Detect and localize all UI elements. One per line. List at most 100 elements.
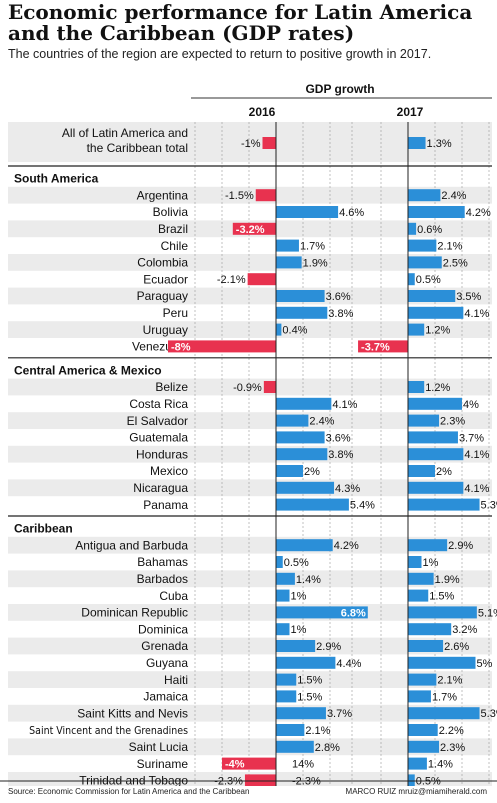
row-band bbox=[8, 704, 492, 722]
value-label-2016: 4.2% bbox=[334, 540, 359, 552]
bar-2016 bbox=[276, 640, 316, 652]
row-band bbox=[8, 570, 492, 588]
value-label-2016: 3.6% bbox=[326, 291, 351, 303]
bar-2017 bbox=[408, 239, 437, 252]
value-label-2017: 1.2% bbox=[425, 325, 450, 337]
row-band bbox=[8, 378, 492, 396]
chart-subtitle: The countries of the region are expected… bbox=[8, 47, 432, 61]
bar-2017 bbox=[408, 306, 464, 319]
bar-2017 bbox=[408, 323, 425, 336]
value-label-2016: 4.6% bbox=[339, 207, 364, 219]
bar-2016 bbox=[276, 397, 332, 410]
value-label-2017: 3.7% bbox=[459, 432, 484, 444]
bar-2017 bbox=[408, 724, 438, 736]
value-label-2017: 2.3% bbox=[440, 742, 465, 754]
country-label: Honduras bbox=[136, 447, 188, 461]
country-label: Uruguay bbox=[143, 323, 188, 337]
value-label-2016: 2% bbox=[304, 466, 320, 478]
row-band bbox=[8, 604, 492, 621]
bar-2016 bbox=[276, 206, 339, 218]
country-label: Paraguay bbox=[137, 289, 188, 303]
value-label-2016: 4.4% bbox=[336, 658, 361, 670]
bar-2016 bbox=[262, 137, 276, 149]
bar-2017 bbox=[408, 572, 434, 585]
country-label: Peru bbox=[163, 306, 188, 320]
bar-2016 bbox=[276, 431, 325, 444]
bar-2016 bbox=[276, 290, 325, 302]
country-label: Saint Kitts and Nevis bbox=[77, 706, 188, 720]
bar-2017 bbox=[408, 137, 426, 149]
bar-2017 bbox=[408, 290, 456, 302]
country-label: Dominican Republic bbox=[81, 606, 188, 620]
value-label-2017: 1.2% bbox=[425, 382, 450, 394]
value-label-2016: -3.2% bbox=[236, 224, 265, 236]
bar-2016 bbox=[168, 340, 276, 353]
country-label: Saint Lucia bbox=[129, 740, 189, 754]
bar-2017 bbox=[408, 498, 480, 511]
bar-2016 bbox=[244, 774, 276, 786]
value-label-2017: 2% bbox=[436, 466, 452, 478]
bar-2017 bbox=[408, 740, 440, 753]
chart-title: Economic performance for Latin America a… bbox=[8, 0, 473, 45]
country-label: Cuba bbox=[159, 589, 188, 603]
value-label-2016: 2.4% bbox=[309, 416, 334, 428]
bar-2017 bbox=[408, 774, 415, 786]
value-label-2016: 3.7% bbox=[327, 708, 352, 720]
row-band bbox=[8, 321, 492, 338]
bar-2017 bbox=[408, 539, 448, 552]
bar-2016 bbox=[276, 606, 368, 619]
bar-2017 bbox=[408, 707, 480, 720]
bar-2017 bbox=[408, 397, 462, 410]
bar-2016 bbox=[276, 589, 290, 602]
country-label: Antigua and Barbuda bbox=[75, 538, 188, 552]
bar-2016 bbox=[276, 448, 328, 461]
bar-2017 bbox=[408, 640, 444, 652]
value-label-2017: 0.6% bbox=[417, 224, 442, 236]
row-band bbox=[8, 536, 492, 554]
bar-2016 bbox=[276, 673, 297, 686]
row-band bbox=[8, 637, 492, 655]
country-label: Bolivia bbox=[153, 205, 189, 219]
bar-2016 bbox=[276, 498, 349, 511]
value-label-2017: 5.3% bbox=[481, 500, 497, 512]
bar-2016 bbox=[276, 556, 283, 568]
country-label: Chile bbox=[161, 239, 189, 253]
country-label: Guyana bbox=[146, 656, 188, 670]
bar-2016 bbox=[276, 740, 314, 753]
group-heading: South America bbox=[14, 172, 99, 186]
value-label-2017: 3.5% bbox=[456, 291, 481, 303]
country-label: Ecuador bbox=[143, 272, 188, 286]
value-label-2016: 4.1% bbox=[332, 399, 357, 411]
country-label: Saint Vincent and the Grenadines bbox=[29, 725, 188, 737]
row-band bbox=[8, 254, 492, 271]
bar-2016 bbox=[255, 189, 276, 202]
year-label-2016: 2016 bbox=[249, 105, 276, 119]
value-label-2017: 2.6% bbox=[444, 641, 469, 653]
bar-2017 bbox=[408, 414, 440, 427]
country-label: Costa Rica bbox=[129, 397, 188, 411]
bar-2017 bbox=[408, 690, 431, 703]
bar-2016 bbox=[276, 481, 335, 494]
row-band bbox=[8, 186, 492, 204]
value-label-2017: 4.1% bbox=[464, 449, 489, 461]
value-label-2017: 1.9% bbox=[435, 574, 460, 586]
country-label: Colombia bbox=[137, 256, 188, 270]
value-label-2016: -2.1% bbox=[217, 274, 246, 286]
bar-2017 bbox=[408, 673, 437, 686]
value-label-2017: 4.1% bbox=[464, 483, 489, 495]
country-label: Panama bbox=[143, 498, 188, 512]
value-label-2017: 2.1% bbox=[437, 241, 462, 253]
value-label-2016: -0.9% bbox=[233, 382, 262, 394]
value-label-2017: 5% bbox=[477, 658, 493, 670]
bar-2017 bbox=[408, 273, 415, 286]
country-label: Barbados bbox=[137, 572, 188, 586]
value-label-2017: 2.3% bbox=[440, 416, 465, 428]
bar-2016 bbox=[276, 414, 309, 427]
bar-2017 bbox=[408, 431, 458, 444]
value-label-2017: 4% bbox=[463, 399, 479, 411]
value-label-2016: 1.5% bbox=[297, 691, 322, 703]
row-band bbox=[8, 445, 492, 463]
bar-2016 bbox=[222, 757, 276, 770]
bar-2017 bbox=[408, 189, 441, 202]
extra-label-2016: 14% bbox=[292, 759, 314, 771]
